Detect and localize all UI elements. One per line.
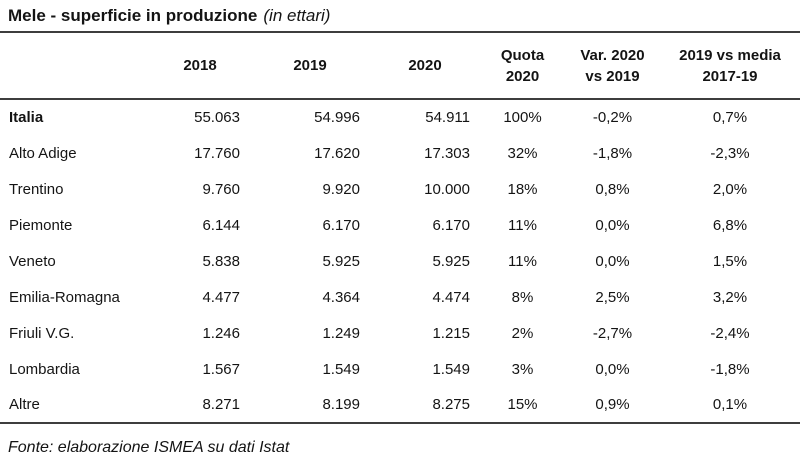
header-2019-vs-media: 2019 vs media 2017-19 [660, 33, 800, 100]
header-2019: 2019 [250, 33, 370, 100]
source-note: Fonte: elaborazione ISMEA su dati Istat [8, 438, 290, 456]
cell-var: 0,0% [595, 216, 630, 234]
cell-media: -2,3% [710, 144, 750, 162]
cell-2019: 4.364 [322, 288, 360, 306]
table-body: Italia 55.063 54.996 54.911 100% -0,2% 0… [0, 99, 800, 424]
cell-quota: 8% [511, 288, 534, 306]
cell-region: Emilia-Romagna [9, 288, 120, 306]
header-quota-2020: Quota 2020 [480, 33, 565, 100]
table-row-trentino: Trentino 9.760 9.920 10.000 18% 0,8% 2,0… [0, 171, 800, 207]
cell-2018: 55.063 [194, 109, 240, 126]
cell-2019: 1.549 [322, 360, 360, 378]
cell-2020: 8.275 [370, 387, 480, 424]
cell-region: Friuli V.G. [9, 324, 75, 342]
cell-2018: 9.760 [202, 180, 240, 198]
cell-var: 0,0% [595, 360, 630, 378]
cell-2018: 1.246 [202, 324, 240, 342]
cell-media: 0,7% [712, 109, 748, 126]
cell-media: 2,0% [712, 180, 748, 198]
cell-2019: 5.925 [322, 252, 360, 270]
cell-2019: 17.620 [314, 144, 360, 162]
cell-2018: 17.760 [194, 144, 240, 162]
cell-2020: 54.911 [425, 109, 470, 126]
cell-media: -1,8% [710, 360, 750, 378]
title-text: Mele - superficie in produzione [8, 5, 258, 25]
header-2018: 2018 [150, 33, 250, 100]
cell-2020: 17.303 [424, 144, 470, 162]
table-row-alto-adige: Alto Adige 17.760 17.620 17.303 32% -1,8… [0, 135, 800, 171]
cell-region: Piemonte [9, 216, 73, 234]
table-row-veneto: Veneto 5.838 5.925 5.925 11% 0,0% 1,5% [0, 243, 800, 279]
cell-region: Trentino [9, 180, 64, 198]
cell-2020: 1.215 [432, 324, 470, 342]
table-row-italia: Italia 55.063 54.996 54.911 100% -0,2% 0… [0, 99, 800, 135]
data-table: 2018 2019 2020 Quota 2020 Var. 2020 vs 201… [0, 33, 800, 424]
cell-2019: 54.996 [314, 109, 360, 126]
cell-region: Italia [9, 109, 44, 126]
title-unit: (in ettari) [263, 5, 331, 25]
cell-2020: 4.474 [432, 288, 470, 306]
cell-var: -2,7% [592, 324, 633, 342]
cell-region: Veneto [9, 252, 56, 270]
cell-2019: 8.199 [250, 387, 370, 424]
cell-quota: 2% [511, 324, 534, 342]
cell-2018: 6.144 [202, 216, 240, 234]
cell-var: -1,8% [592, 144, 633, 162]
cell-region: Alto Adige [9, 144, 77, 162]
cell-2019: 1.249 [322, 324, 360, 342]
cell-var: 2,5% [595, 288, 630, 306]
cell-var: 0,9% [565, 387, 660, 424]
cell-media: 3,2% [712, 288, 748, 306]
cell-2020: 1.549 [432, 360, 470, 378]
cell-region: Altre [0, 387, 150, 424]
cell-quota: 15% [480, 387, 565, 424]
header-2020: 2020 [370, 33, 480, 100]
header-row: 2018 2019 2020 Quota 2020 Var. 2020 vs 201… [0, 33, 800, 100]
cell-var: -0,2% [592, 109, 633, 126]
cell-2018: 1.567 [202, 360, 240, 378]
header-var-2020-vs-2019: Var. 2020 vs 2019 [565, 33, 660, 100]
cell-2019: 6.170 [322, 216, 360, 234]
cell-quota: 18% [507, 180, 538, 198]
cell-2020: 5.925 [432, 252, 470, 270]
cell-2018: 4.477 [202, 288, 240, 306]
cell-2018: 8.271 [150, 387, 250, 424]
cell-quota: 3% [511, 360, 534, 378]
cell-media: -2,4% [710, 324, 750, 342]
cell-quota: 11% [508, 252, 537, 270]
table-header: 2018 2019 2020 Quota 2020 Var. 2020 vs 201… [0, 33, 800, 100]
cell-quota: 32% [507, 144, 538, 162]
table-title: Mele - superficie in produzione (in etta… [0, 0, 800, 33]
cell-var: 0,8% [595, 180, 630, 198]
cell-2020: 10.000 [424, 180, 470, 198]
cell-var: 0,0% [595, 252, 630, 270]
cell-quota: 11% [508, 216, 537, 234]
cell-quota: 100% [503, 109, 542, 126]
header-region [0, 33, 150, 100]
cell-2018: 5.838 [202, 252, 240, 270]
table-row-emilia-romagna: Emilia-Romagna 4.477 4.364 4.474 8% 2,5%… [0, 279, 800, 315]
cell-media: 6,8% [712, 216, 748, 234]
table-row-lombardia: Lombardia 1.567 1.549 1.549 3% 0,0% -1,8… [0, 351, 800, 387]
table-row-friuli-vg: Friuli V.G. 1.246 1.249 1.215 2% -2,7% -… [0, 315, 800, 351]
cell-region: Lombardia [9, 360, 80, 378]
table-row-piemonte: Piemonte 6.144 6.170 6.170 11% 0,0% 6,8% [0, 207, 800, 243]
table-row-altre: Altre 8.271 8.199 8.275 15% 0,9% 0,1% [0, 387, 800, 424]
cell-media: 1,5% [712, 252, 748, 270]
cell-2020: 6.170 [432, 216, 470, 234]
table-footer: Fonte: elaborazione ISMEA su dati Istat [0, 424, 800, 471]
cell-2019: 9.920 [322, 180, 360, 198]
cell-media: 0,1% [660, 387, 800, 424]
